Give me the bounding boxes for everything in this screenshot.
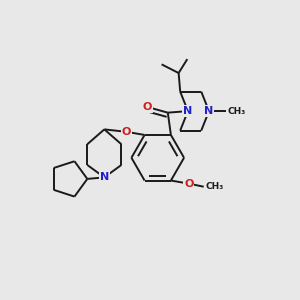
Text: O: O bbox=[143, 102, 152, 112]
Text: N: N bbox=[204, 106, 214, 116]
Text: O: O bbox=[184, 178, 194, 189]
Text: CH₃: CH₃ bbox=[205, 182, 224, 191]
Text: N: N bbox=[183, 106, 193, 116]
Text: N: N bbox=[100, 172, 109, 182]
Text: CH₃: CH₃ bbox=[228, 106, 246, 116]
Text: O: O bbox=[122, 127, 131, 137]
